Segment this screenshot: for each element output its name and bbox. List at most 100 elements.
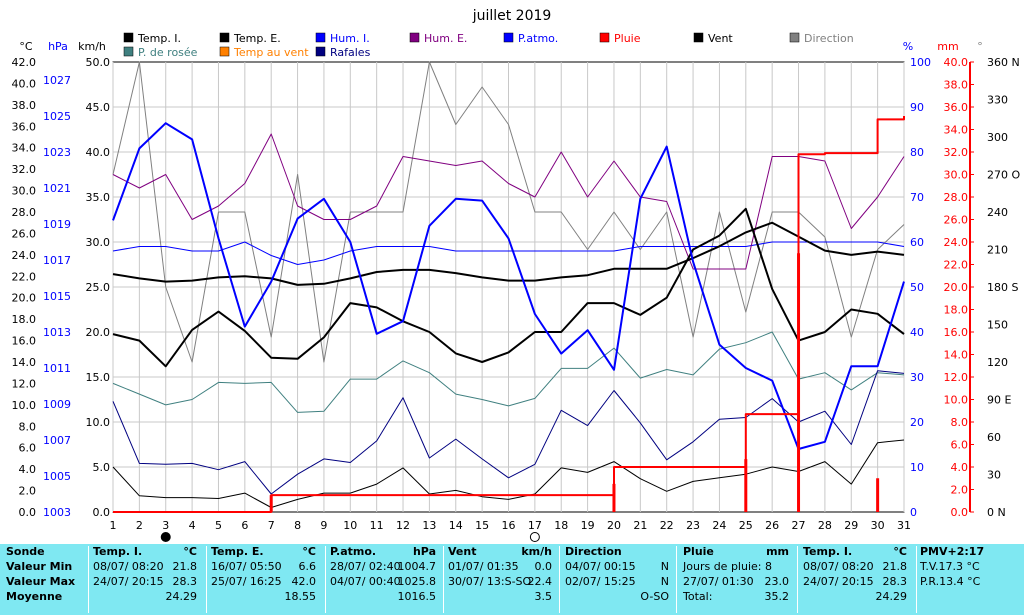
x-tick-label: 27	[792, 519, 806, 532]
y-tick-label-wind_kmh: 25.0	[86, 281, 111, 294]
y-tick-label-direction_deg: 0 N	[987, 506, 1006, 519]
legend-swatch	[599, 32, 610, 43]
series-p-atmo-	[112, 122, 905, 450]
legend-swatch	[123, 46, 134, 57]
y-tick-label-temp_c: 16.0	[12, 335, 37, 348]
legend-label: Temp. I.	[137, 32, 181, 45]
y-tick-label-temp_c: 42.0	[12, 56, 37, 69]
axis-unit-wind_kmh: km/h	[78, 40, 106, 53]
x-tick-label: 25	[739, 519, 753, 532]
sonde-title: Sonde	[6, 545, 45, 558]
patmo-avg: 1016.5	[397, 590, 437, 603]
x-tick-label: 19	[581, 519, 595, 532]
axis-units: °C hPa km/h% mm °	[19, 40, 982, 53]
x-tick-label: 6	[241, 519, 248, 532]
x-tick-label: 2	[136, 519, 143, 532]
direction-title: Direction	[565, 545, 622, 558]
vent-max-time: 13:S-SO	[486, 575, 532, 588]
temp-i-min-date: 08/07/	[93, 560, 129, 573]
y-tick-label-pressure_hpa: 1003	[43, 506, 71, 519]
legend-swatch	[219, 32, 230, 43]
y-tick-label-wind_kmh: 35.0	[86, 191, 111, 204]
y-tick-label-humidity_pct: 10	[910, 461, 924, 474]
legend-swatch	[789, 32, 800, 43]
x-tick-label: 14	[449, 519, 463, 532]
pluie-days: Jours de pluie: 8	[683, 560, 772, 573]
y-tick-label-direction_deg: 120	[987, 356, 1008, 369]
vent-max-date: 30/07/	[448, 575, 484, 588]
y-tick-label-wind_kmh: 40.0	[86, 146, 111, 159]
x-tick-label: 9	[320, 519, 327, 532]
y-tick-label-temp_c: 38.0	[12, 99, 37, 112]
y-tick-label-rain_mm: 28.0	[944, 191, 969, 204]
temp-e-min-time: 05:50	[249, 560, 282, 573]
temp-e-unit: °C	[302, 545, 316, 558]
y-tick-label-pressure_hpa: 1021	[43, 182, 71, 195]
series-hum-i-	[112, 241, 905, 265]
y-tick-label-direction_deg: 270 O	[987, 169, 1020, 182]
temp-e-max-date: 25/07/	[211, 575, 247, 588]
legend-label: P.atmo.	[518, 32, 558, 45]
patmo-max-val: 1025.8	[397, 575, 437, 588]
pluie-total-val: 35.2	[764, 590, 790, 603]
direction-min-date: 04/07/	[565, 560, 601, 573]
y-tick-label-wind_kmh: 30.0	[86, 236, 111, 249]
pluie-max-date: 27/07/	[683, 575, 719, 588]
x-tick-label: 30	[871, 519, 885, 532]
pluie-max-time: 01:30	[721, 575, 754, 588]
y-tick-label-rain_mm: 36.0	[944, 101, 969, 114]
x-tick-label: 17	[528, 519, 542, 532]
x-tick-label: 10	[343, 519, 357, 532]
series-layer	[112, 61, 905, 513]
y-tick-label-rain_mm: 14.0	[944, 349, 969, 362]
vent-min-val: 0.0	[534, 560, 553, 573]
y-tick-label-rain_mm: 20.0	[944, 281, 969, 294]
y-tick-label-pressure_hpa: 1007	[43, 434, 71, 447]
temp-e-min-date: 16/07/	[211, 560, 247, 573]
x-tick-label: 28	[818, 519, 832, 532]
temp-i-column: Temp. I. °C 08/07/ 08:20 21.8 24/07/ 20:15…	[93, 544, 203, 615]
chart-title: juillet 2019	[472, 8, 552, 24]
y-tick-label-direction_deg: 90 E	[987, 394, 1011, 407]
y-tick-label-rain_mm: 0.0	[951, 506, 969, 519]
y-tick-label-direction_deg: 150	[987, 319, 1008, 332]
x-tick-label: 24	[712, 519, 726, 532]
y-tick-label-rain_mm: 8.0	[951, 416, 969, 429]
x-tick-label: 13	[422, 519, 436, 532]
y-tick-label-wind_kmh: 5.0	[93, 461, 111, 474]
y-tick-label-humidity_pct: 70	[910, 191, 924, 204]
y-tick-label-humidity_pct: 20	[910, 416, 924, 429]
y-tick-label-rain_mm: 34.0	[944, 124, 969, 137]
y-tick-label-pressure_hpa: 1017	[43, 254, 71, 267]
temp-i2-unit: °C	[893, 545, 907, 558]
axis-unit-direction_deg: °	[977, 40, 983, 53]
y-tick-label-rain_mm: 10.0	[944, 394, 969, 407]
y-tick-label-rain_mm: 16.0	[944, 326, 969, 339]
direction-min-time: 00:15	[603, 560, 636, 573]
temp-i2-column: Temp. I. °C 08/07/ 08:20 21.8 24/07/ 20:15…	[803, 544, 913, 615]
legend-label: Hum. E.	[424, 32, 467, 45]
y-tick-label-temp_c: 26.0	[12, 227, 37, 240]
y-tick-label-wind_kmh: 20.0	[86, 326, 111, 339]
y-tick-label-humidity_pct: 50	[910, 281, 924, 294]
x-tick-label: 21	[633, 519, 647, 532]
pluie-unit: mm	[766, 545, 789, 558]
y-tick-label-humidity_pct: 30	[910, 371, 924, 384]
temp-i2-min-date: 08/07/	[803, 560, 839, 573]
x-tick-label: 29	[844, 519, 858, 532]
y-tick-label-wind_kmh: 50.0	[86, 56, 111, 69]
y-tick-label-temp_c: 4.0	[19, 463, 37, 476]
x-tick-label: 15	[475, 519, 489, 532]
axis-ticks: 1 2 3 4 5 6 7 8 9 10 11 12 13 14 15 16 17 18 19 20 21 22 23 24 2…	[12, 56, 1021, 532]
y-tick-label-pressure_hpa: 1005	[43, 470, 71, 483]
y-tick-label-direction_deg: 30	[987, 469, 1001, 482]
axis-unit-humidity_pct: %	[903, 40, 913, 53]
legend-swatch	[315, 32, 326, 43]
legend-label: Pluie	[614, 32, 641, 45]
y-tick-label-temp_c: 10.0	[12, 399, 37, 412]
min-label: Valeur Min	[6, 560, 73, 573]
y-tick-label-humidity_pct: 40	[910, 326, 924, 339]
pmv-title: PMV+2:17	[920, 545, 985, 558]
temp-i2-min-val: 21.8	[882, 560, 908, 573]
y-tick-label-humidity_pct: 90	[910, 101, 924, 114]
